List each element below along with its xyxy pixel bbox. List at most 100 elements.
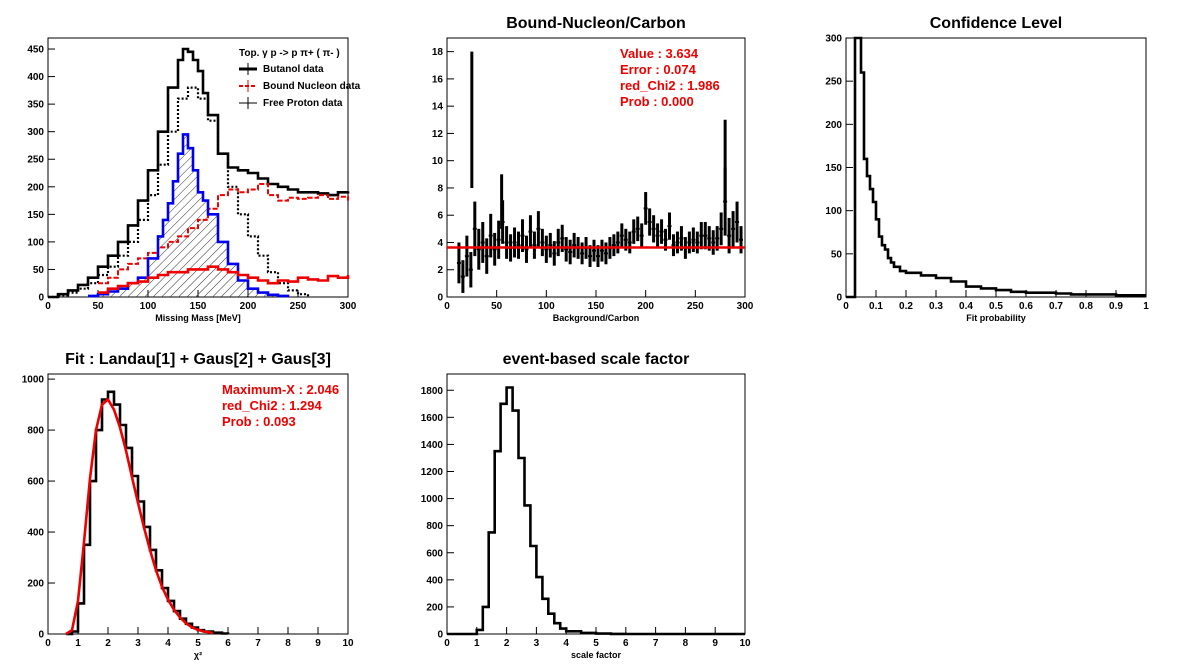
series-1	[447, 386, 745, 636]
y-tick-label: 600	[426, 548, 443, 559]
x-tick-label: 200	[637, 301, 654, 312]
y-tick-label: 250	[27, 155, 44, 166]
y-tick-label: 350	[27, 100, 44, 111]
stat-line: red_Chi2 : 1.294	[222, 398, 322, 413]
series-1	[846, 36, 1146, 299]
x-tick-label: 8	[285, 638, 291, 649]
x-axis: 0 0.1 0.2 0.3 0.4 0.5 0.6 0.7 0.8 0.9 1	[843, 290, 1149, 312]
x-tick-label: 0.7	[1049, 301, 1063, 312]
x-axis-label: scale factor	[571, 650, 622, 660]
legend-entry: Butanol data	[263, 64, 324, 75]
y-tick-label: 600	[27, 477, 44, 488]
x-tick-label: 1	[1143, 301, 1149, 312]
x-tick-label: 8	[683, 638, 689, 649]
y-tick-label: 100	[27, 237, 44, 248]
x-tick-label: 0.3	[929, 301, 943, 312]
y-tick-label: 0	[437, 293, 443, 304]
series-2	[48, 86, 310, 299]
legend-entry: Bound Nucleon data	[263, 81, 361, 92]
series-5	[98, 265, 350, 294]
x-tick-label: 0.6	[1019, 301, 1033, 312]
x-tick-label: 300	[737, 301, 754, 312]
y-tick-label: 50	[831, 249, 843, 260]
legend: Top. γ p -> p π+ ( π- ) Butanol data Bound…	[239, 48, 361, 109]
x-tick-label: 100	[538, 301, 555, 312]
y-tick-label: 150	[825, 163, 842, 174]
series-line	[48, 86, 310, 299]
x-tick-label: 0.2	[899, 301, 913, 312]
x-tick-label: 300	[340, 301, 357, 312]
x-tick-label: 2	[105, 638, 111, 649]
x-tick-label: 6	[225, 638, 231, 649]
y-tick-label: 4	[437, 238, 443, 249]
y-tick-label: 200	[27, 182, 44, 193]
y-tick-label: 400	[27, 528, 44, 539]
y-tick-label: 200	[825, 120, 842, 131]
x-tick-label: 0	[444, 638, 450, 649]
legend-title: Top. γ p -> p π+ ( π- )	[239, 48, 340, 59]
x-tick-label: 7	[653, 638, 659, 649]
x-tick-label: 0.8	[1079, 301, 1093, 312]
x-tick-label: 0	[843, 301, 849, 312]
series-line	[98, 265, 350, 294]
x-tick-label: 0	[444, 301, 450, 312]
x-tick-label: 4	[563, 638, 569, 649]
x-axis: 0 1 2 3 4 5 6 7 8 9 10	[444, 627, 751, 649]
x-tick-label: 250	[687, 301, 704, 312]
y-tick-label: 6	[437, 211, 443, 222]
chart-p1: 0 50 100 150 200 250 300 0 50 100 150 200 250 300 350 4…	[27, 37, 361, 323]
x-tick-label: 1	[474, 638, 480, 649]
x-tick-label: 200	[240, 301, 257, 312]
y-tick-label: 50	[33, 265, 45, 276]
x-axis: 0 50 100 150 200 250 300	[444, 290, 754, 312]
chart-title: event-based scale factor	[503, 351, 690, 368]
x-axis-label: χ²	[194, 650, 202, 660]
y-tick-label: 12	[432, 129, 444, 140]
x-tick-label: 150	[190, 301, 207, 312]
hatched-area	[88, 134, 288, 297]
y-tick-label: 0	[38, 630, 44, 641]
stat-line: Maximum-X : 2.046	[222, 382, 339, 397]
stat-line: Value : 3.634	[620, 46, 699, 61]
chart-p5: event-based scale factor 0 1 2 3 4 5 6 7 8 9 10 0 200…	[421, 351, 751, 660]
series-line	[65, 397, 214, 636]
plot-frame	[446, 373, 746, 635]
stat-line: Error : 0.074	[620, 62, 697, 77]
x-tick-label: 0	[45, 301, 51, 312]
x-tick-label: 0	[45, 638, 51, 649]
y-tick-label: 400	[426, 575, 443, 586]
chart-title: Bound-Nucleon/Carbon	[506, 15, 686, 32]
y-tick-label: 300	[825, 34, 842, 45]
y-tick-label: 300	[27, 127, 44, 138]
x-tick-label: 5	[593, 638, 599, 649]
chart-p3: Confidence Level 0 0.1 0.2 0.3 0.4 0.5 0.6 0.7 0.…	[825, 15, 1149, 323]
y-tick-label: 100	[825, 206, 842, 217]
x-tick-label: 150	[588, 301, 605, 312]
x-tick-label: 10	[342, 638, 354, 649]
legend-entry: Free Proton data	[263, 98, 343, 109]
x-tick-label: 3	[135, 638, 141, 649]
stat-line: Prob : 0.000	[620, 94, 694, 109]
series-2	[65, 397, 214, 636]
y-axis: 0 50 100 150 200 250 300 350 400 450	[27, 45, 55, 304]
x-tick-label: 3	[534, 638, 540, 649]
x-tick-label: 7	[255, 638, 261, 649]
y-tick-label: 800	[27, 426, 44, 437]
x-tick-label: 0.1	[869, 301, 883, 312]
series-1	[66, 390, 230, 636]
y-tick-label: 8	[437, 183, 443, 194]
y-tick-label: 1400	[421, 440, 444, 451]
x-axis-label: Missing Mass [MeV]	[155, 313, 241, 323]
y-tick-label: 1200	[421, 467, 444, 478]
stat-line: red_Chi2 : 1.986	[620, 78, 720, 93]
x-tick-label: 50	[92, 301, 104, 312]
outlier-points	[470, 51, 727, 229]
x-tick-label: 10	[739, 638, 751, 649]
stat-line: Prob : 0.093	[222, 414, 296, 429]
x-axis: 0 1 2 3 4 5 6 7 8 9 10	[45, 627, 354, 649]
y-tick-label: 14	[432, 102, 444, 113]
x-tick-label: 0.9	[1109, 301, 1123, 312]
series-line	[846, 36, 1146, 299]
